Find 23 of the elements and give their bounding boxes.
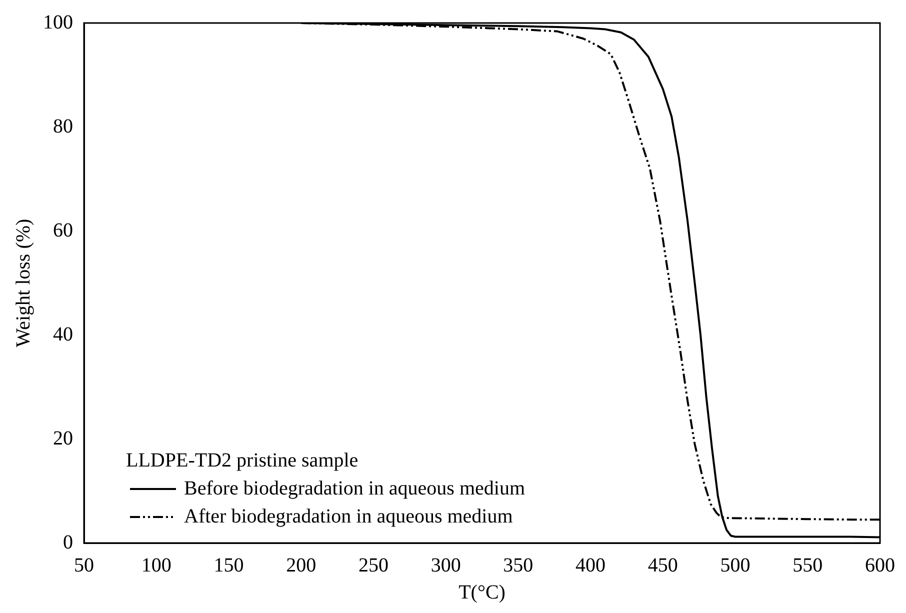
legend-title: LLDPE-TD2 pristine sample bbox=[126, 449, 358, 472]
x-tick-label: 350 bbox=[503, 554, 534, 576]
y-axis-title: Weight loss (%) bbox=[12, 218, 34, 348]
x-tick-label: 50 bbox=[74, 554, 94, 576]
x-tick-label: 250 bbox=[358, 554, 388, 576]
x-tick-label: 500 bbox=[720, 554, 750, 576]
x-tick-label: 400 bbox=[576, 554, 606, 576]
x-tick-label: 550 bbox=[792, 554, 823, 576]
x-tick-label: 200 bbox=[286, 554, 316, 576]
y-tick-label: 60 bbox=[53, 219, 73, 242]
x-tick-label: 600 bbox=[865, 554, 895, 576]
y-tick-label: 80 bbox=[53, 115, 73, 138]
x-tick-label: 450 bbox=[648, 554, 678, 576]
x-axis-title: T(°C) bbox=[458, 581, 506, 604]
y-tick-label: 100 bbox=[43, 11, 73, 34]
y-tick-label: 20 bbox=[53, 427, 73, 450]
legend-label: Before biodegradation in aqueous medium bbox=[184, 477, 526, 500]
x-tick-label: 100 bbox=[141, 554, 172, 576]
x-tick-label: 300 bbox=[430, 554, 461, 576]
y-tick-label: 40 bbox=[53, 323, 73, 346]
y-tick-label: 0 bbox=[63, 531, 73, 554]
x-tick-label: 150 bbox=[214, 554, 244, 576]
legend-label: After biodegradation in aqueous medium bbox=[184, 505, 514, 528]
